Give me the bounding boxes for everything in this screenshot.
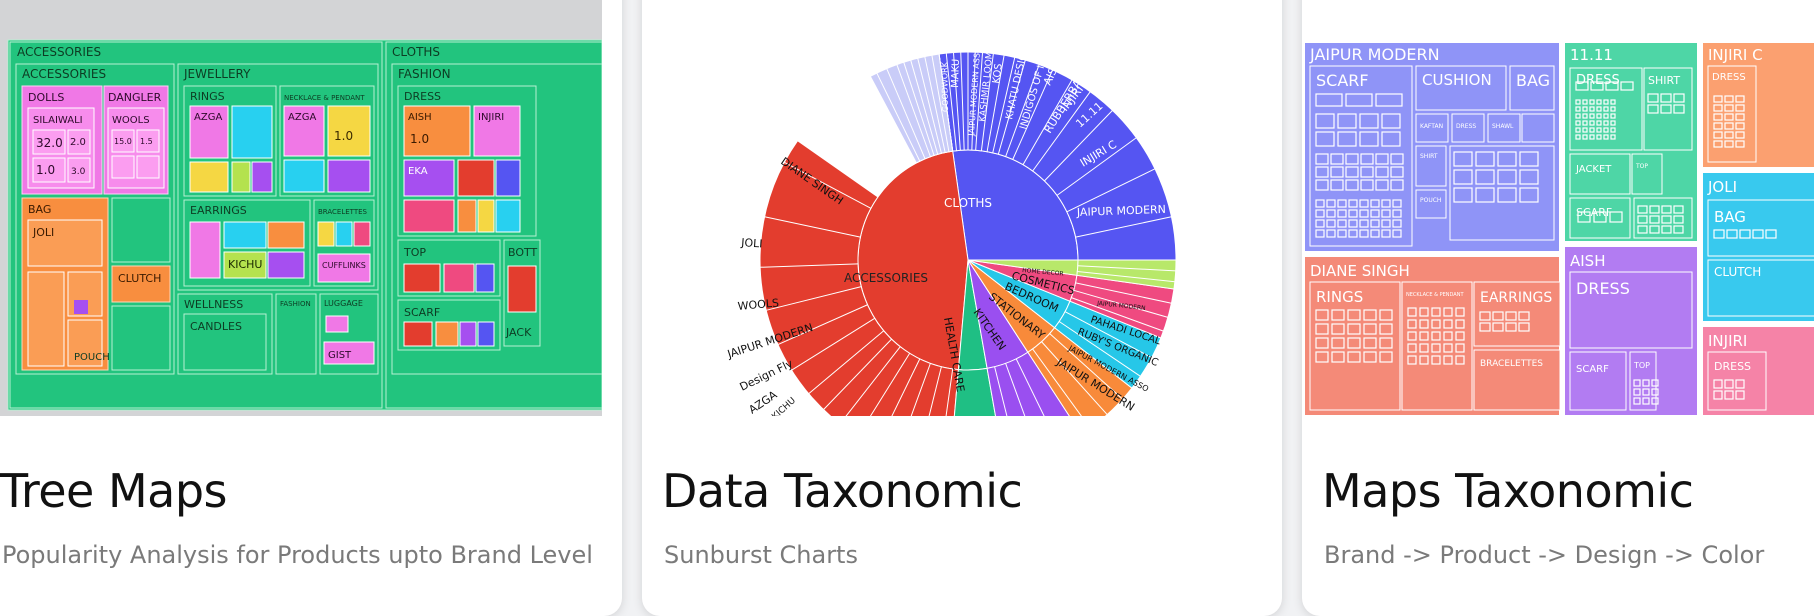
tm-wellness: WELLNESS [184,298,243,311]
tm-silaiwali: SILAIWALI [33,115,83,126]
card-subtitle: Sunburst Charts [664,541,858,569]
tm-clutch: CLUTCH [118,272,161,285]
tm-rings: RINGS [190,90,225,103]
sun-goodwork: GOODWORK [940,61,950,112]
tax-injiri: INJIRI [1708,332,1747,350]
tm-v30: 3.0 [71,167,86,177]
tax-kaftan: KAFTAN [1420,123,1443,130]
sun-wools: WOOLS [737,296,779,313]
tm-cloths: CLOTHS [392,45,440,59]
tm-injiri: INJIRI [478,112,504,123]
tm-v15: 1.5 [140,137,153,146]
sun-design-fly: Design Fly [738,357,796,394]
sunburst-thumbnail: CLOTHS ACCESSORIES HEALTH CARE KITCHEN S… [642,0,1282,416]
tm-fashion2: FASHION [280,300,311,308]
tax-clutch: CLUTCH [1714,265,1761,279]
card-tree-maps[interactable]: ACCESSORIES ACCESSORIES DOLLS SILAIWALI … [0,0,622,616]
sun-cloths: CLOTHS [944,196,992,210]
tm-necklace: NECKLACE & PENDANT [284,94,365,102]
tax-cushion: CUSHION [1422,71,1492,89]
sun-jaipur-modern: JAIPUR MODERN [1076,203,1166,219]
tm-joli: JOLI [32,226,54,239]
tax-aish: AISH [1570,252,1606,270]
tax-shawl: SHAWL [1492,123,1514,130]
tm-dress: DRESS [404,90,441,103]
tax-bag: BAG [1516,71,1550,90]
treemap-image: ACCESSORIES ACCESSORIES DOLLS SILAIWALI … [0,0,602,416]
card-maps-taxonomic[interactable]: JAIPUR MODERN SCARF CUSHION BAG KAFTAN D… [1302,0,1814,616]
tax-scarf: SCARF [1316,71,1369,90]
tax-scarf3: SCARF [1576,364,1609,375]
taxonomic-treemap-image: JAIPUR MODERN SCARF CUSHION BAG KAFTAN D… [1302,0,1814,416]
tax-jacket: JACKET [1575,164,1612,175]
tm-azga2: AZGA [288,112,316,123]
tax-joli: JOLI [1707,178,1737,196]
tm-scarf: SCARF [404,306,440,319]
sun-home-decor: HOME DECOR [1022,267,1064,278]
tm-fashion: FASHION [398,67,451,81]
card-title[interactable]: Maps Taxonomic [1322,464,1694,518]
tax-dress2: DRESS [1712,72,1746,83]
tm-gist: GIST [328,350,352,361]
tax-dress5: DRESS [1456,123,1476,130]
tm-earrings: EARRINGS [190,204,247,217]
tm-azga: AZGA [194,112,222,123]
tm-aish: AISH [408,112,432,123]
tm-kichu: KICHU [228,258,262,271]
tax-necklace: NECKLACE & PENDANT [1406,292,1464,298]
tm-dangler: DANGLER [108,91,162,104]
tax-dress3: DRESS [1576,279,1630,298]
tm-wools: WOOLS [112,115,150,126]
card-data-taxonomic[interactable]: CLOTHS ACCESSORIES HEALTH CARE KITCHEN S… [642,0,1282,616]
tax-pouch: POUCH [1420,197,1441,204]
tm-v320: 32.0 [36,136,63,150]
tm-jewellery: JEWELLERY [183,67,251,81]
sunburst-image: CLOTHS ACCESSORIES HEALTH CARE KITCHEN S… [725,40,1177,416]
taxonomic-treemap-thumbnail: JAIPUR MODERN SCARF CUSHION BAG KAFTAN D… [1302,0,1814,416]
tm-eka: EKA [408,166,428,177]
tax-earrings: EARRINGS [1480,290,1552,306]
tax-eleven: 11.11 [1570,46,1613,64]
card-subtitle: Popularity Analysis for Products upto Br… [2,541,593,569]
tax-top2: TOP [1633,361,1650,370]
tm-pouch: POUCH [74,352,110,363]
sun-maku: MAKU [950,59,962,88]
tm-v20: 2.0 [70,137,86,148]
tm-top: TOP [403,246,426,259]
sun-accessories: ACCESSORIES [844,271,928,285]
tm-dolls: DOLLS [28,91,64,104]
tm-v150: 15.0 [114,137,132,146]
tm-jacket: JACK [505,326,532,339]
tax-shirt: SHIRT [1648,74,1680,87]
tm-bracelettes: BRACELETTES [318,208,368,216]
tm-accessories-top: ACCESSORIES [17,45,101,59]
tax-bracelettes: BRACELETTES [1480,359,1543,369]
tm-bottom: BOTT [508,246,538,259]
tm-v10c: 1.0 [410,132,429,146]
tax-dress4: DRESS [1714,360,1751,373]
tax-dress: DRESS [1576,73,1620,88]
card-subtitle: Brand -> Product -> Design -> Color [1324,541,1765,569]
tm-cufflinks: CUFFLINKS [322,261,366,270]
tax-rings: RINGS [1316,288,1363,306]
treemap-thumbnail: ACCESSORIES ACCESSORIES DOLLS SILAIWALI … [0,0,602,416]
sun-kos: KOS [991,63,1005,85]
tax-jaipur-modern: JAIPUR MODERN [1309,45,1440,64]
tm-v10b: 1.0 [334,129,353,143]
tm-accessories-sub: ACCESSORIES [22,67,106,81]
tax-shirt2: SHIRT [1420,153,1438,160]
tax-top: TOP [1635,163,1648,170]
tax-diane-singh: DIANE SINGH [1310,262,1410,280]
tm-candles: CANDLES [190,320,242,333]
card-title[interactable]: Data Taxonomic [662,464,1023,518]
tax-injiri-c: INJIRI C [1708,46,1763,64]
card-title[interactable]: Tree Maps [0,464,228,518]
tax-bag2: BAG [1714,208,1746,226]
tm-luggage: LUGGAGE [324,299,363,308]
tm-v10a: 1.0 [36,163,55,177]
tm-bag: BAG [28,203,51,216]
sun-joli: JOLI [740,236,763,251]
